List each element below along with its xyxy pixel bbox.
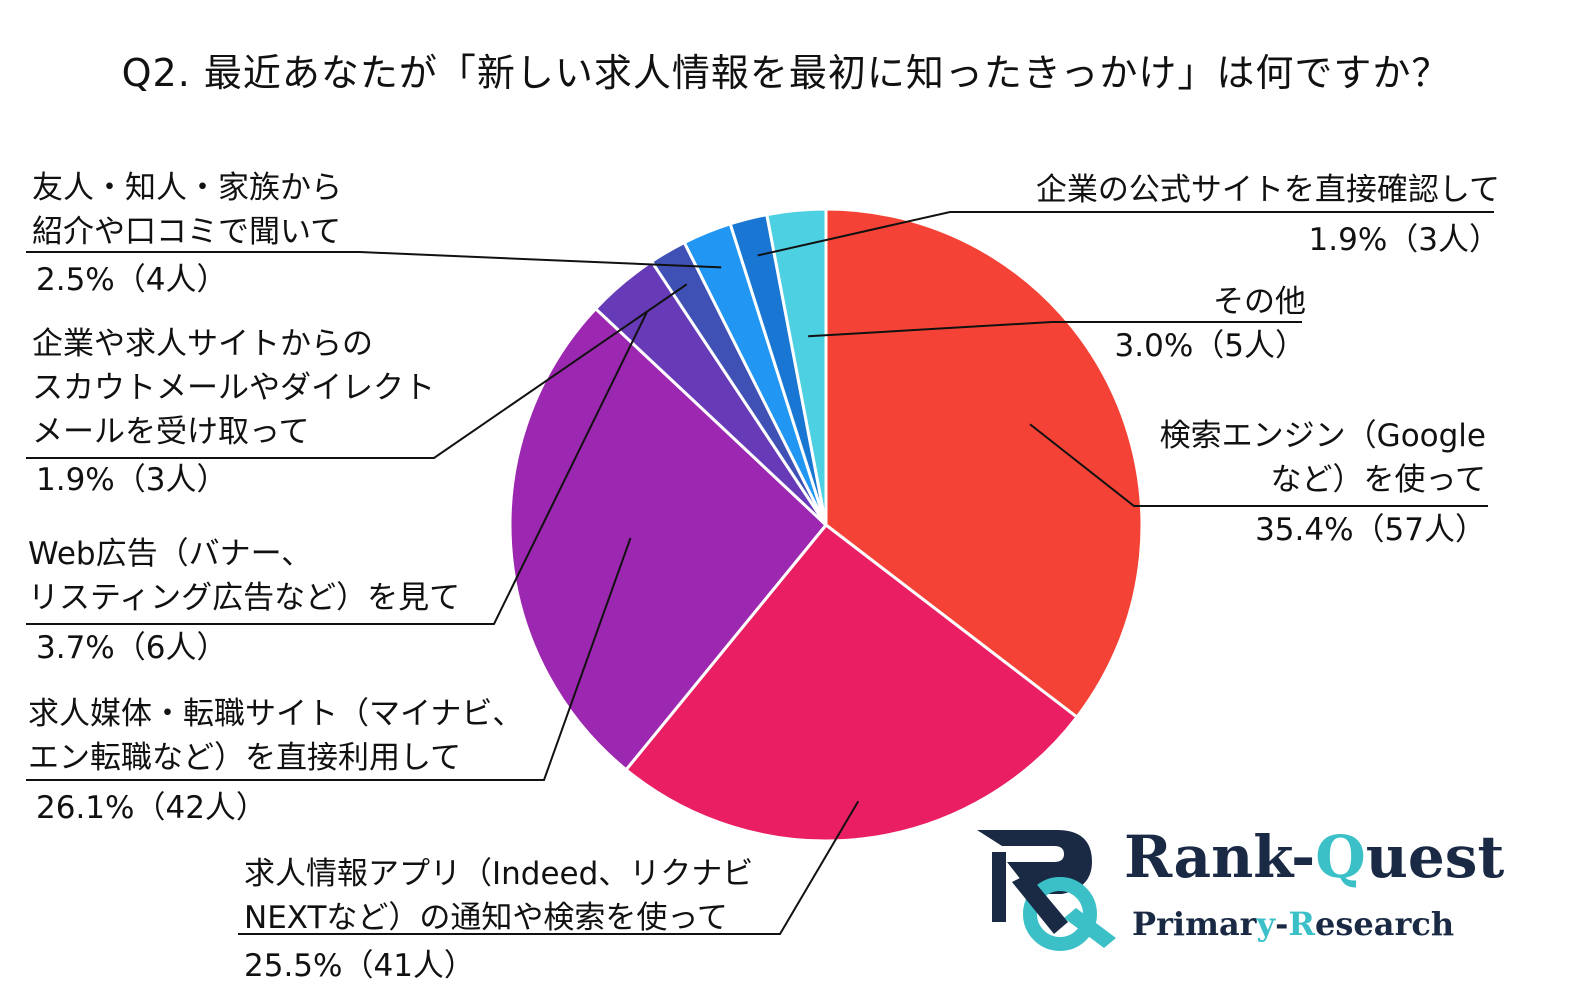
logo-sub-part1: Primar — [1132, 905, 1257, 943]
logo-sub-accent2: R — [1288, 905, 1315, 943]
slice-value-job-apps: 25.5%（41人） — [244, 948, 475, 984]
leader-line-search-engine — [1029, 423, 1488, 507]
pie-slices — [508, 207, 1144, 843]
slice-value-web-ads: 3.7%（6人） — [36, 630, 228, 666]
slice-label-scout-line1: 企業や求人サイトからの — [32, 326, 373, 362]
label-job-sites: 求人媒体・転職サイト（マイナビ、 エン転職など）を直接利用して 26.1%（42… — [28, 692, 523, 830]
slice-value-job-sites: 26.1%（42人） — [36, 790, 267, 826]
pie-slice-search-engine — [824, 207, 1144, 720]
chart-title: Q2. 最近あなたが「新しい求人情報を最初に知ったきっかけ」は何ですか？ — [121, 51, 1451, 95]
label-job-apps: 求人情報アプリ（Indeed、リクナビ NEXTなど）の通知や検索を使って 25… — [244, 852, 753, 988]
logo-sub-accent1: y — [1256, 905, 1276, 943]
slice-value-search-engine: 35.4%（57人） — [1255, 512, 1486, 548]
leader-line-other — [808, 321, 1302, 338]
slice-label-web-ads-line2: リスティング広告など）を見て — [28, 580, 461, 616]
rank-quest-logo: Rank-Quest Primary-Research — [972, 822, 1512, 952]
slice-value-friends: 2.5%（4人） — [36, 262, 228, 298]
slice-label-friends-line2: 紹介や口コミで聞いて — [32, 214, 342, 250]
leader-line-friends — [26, 251, 722, 269]
label-search-engine: 検索エンジン（Google など）を使って 35.4%（57人） — [1160, 414, 1486, 552]
slice-label-search-engine-line2: など）を使って — [1270, 462, 1486, 498]
logo-wordmark-part2: uest — [1365, 823, 1505, 891]
leader-line-job-apps — [238, 800, 860, 935]
leader-line-job-sites — [26, 537, 632, 781]
label-friends-referral: 友人・知人・家族から 紹介や口コミで聞いて 2.5%（4人） — [32, 166, 342, 302]
slice-label-other: その他 — [1213, 284, 1306, 320]
logo-subtitle: Primary-Research — [1132, 904, 1454, 944]
slice-value-other: 3.0%（5人） — [1114, 328, 1306, 364]
logo-sub-part2: - — [1275, 905, 1289, 943]
leader-line-corporate-site — [757, 211, 1494, 257]
slice-label-job-apps-line1: 求人情報アプリ（Indeed、リクナビ — [244, 856, 754, 892]
label-scout-mail: 企業や求人サイトからの スカウトメールやダイレクト メールを受け取って 1.9%… — [32, 322, 435, 502]
slice-value-scout: 1.9%（3人） — [36, 462, 228, 498]
slice-label-scout-line3: メールを受け取って — [32, 414, 310, 450]
slice-value-corporate-site: 1.9%（3人） — [1308, 222, 1500, 258]
slice-label-web-ads-line1: Web広告（バナー、 — [28, 536, 313, 572]
slice-label-friends-line1: 友人・知人・家族から — [32, 170, 342, 206]
leader-line-scout-mail — [26, 283, 688, 459]
slice-label-corporate-site: 企業の公式サイトを直接確認して — [1035, 172, 1500, 208]
rq-logo-mark-icon — [977, 830, 1116, 951]
logo-wordmark-accent: Q — [1315, 823, 1366, 891]
slice-label-search-engine-line1: 検索エンジン（Google — [1159, 418, 1486, 454]
slice-label-job-apps-line2: NEXTなど）の通知や検索を使って — [244, 900, 728, 936]
pie-slice-other — [765, 207, 828, 526]
leader-line-web-ads — [26, 311, 648, 625]
label-other: その他 3.0%（5人） — [1115, 280, 1306, 368]
slice-label-scout-line2: スカウトメールやダイレクト — [32, 370, 435, 406]
logo-wordmark: Rank-Quest — [1124, 822, 1504, 892]
slice-label-job-sites-line1: 求人媒体・転職サイト（マイナビ、 — [28, 696, 524, 732]
leader-lines — [26, 211, 1494, 935]
logo-sub-part3: esearch — [1315, 905, 1455, 943]
pie-slice-job-apps — [623, 522, 1080, 843]
slice-label-job-sites-line2: エン転職など）を直接利用して — [28, 740, 462, 776]
logo-wordmark-part1: Rank- — [1124, 823, 1316, 891]
label-corporate-site: 企業の公式サイトを直接確認して 1.9%（3人） — [1036, 168, 1500, 262]
label-web-ads: Web広告（バナー、 リスティング広告など）を見て 3.7%（6人） — [28, 532, 460, 670]
